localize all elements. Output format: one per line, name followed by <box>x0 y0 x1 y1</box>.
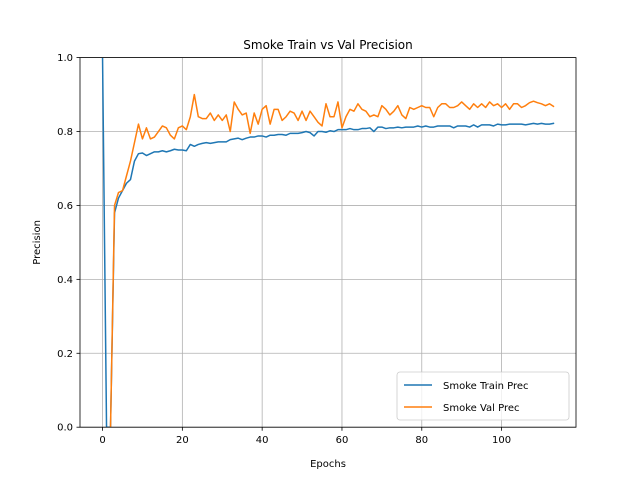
y-tick-label: 0.0 <box>57 423 73 434</box>
y-tick-label: 0.2 <box>57 349 73 360</box>
x-tick-label: 60 <box>336 435 349 446</box>
legend-label-val: Smoke Val Prec <box>443 403 520 414</box>
x-tick-label: 40 <box>256 435 269 446</box>
x-tick-label: 80 <box>415 435 428 446</box>
series-layer <box>101 57 555 428</box>
chart-title: Smoke Train vs Val Precision <box>243 38 412 52</box>
plot-frame <box>79 57 577 428</box>
x-axis-label: Epochs <box>310 459 346 470</box>
y-tick-label: 0.4 <box>57 275 73 286</box>
y-axis-label: Precision <box>32 220 43 265</box>
y-tick-label: 0.8 <box>57 127 73 138</box>
x-tick-label: 0 <box>99 435 105 446</box>
series-line-train <box>101 57 555 428</box>
legend-label-train: Smoke Train Prec <box>443 381 529 392</box>
series-line-val <box>109 93 555 428</box>
legend-box <box>396 371 570 421</box>
y-tick-label: 0.6 <box>57 201 73 212</box>
ticks: 0 20 40 60 80 100 0.0 0.2 0.4 0.6 0.8 1.0 <box>57 53 511 446</box>
legend: Smoke Train Prec Smoke Val Prec <box>396 371 570 421</box>
x-tick-label: 20 <box>176 435 189 446</box>
x-tick-label: 100 <box>492 435 511 446</box>
y-tick-label: 1.0 <box>57 53 73 64</box>
